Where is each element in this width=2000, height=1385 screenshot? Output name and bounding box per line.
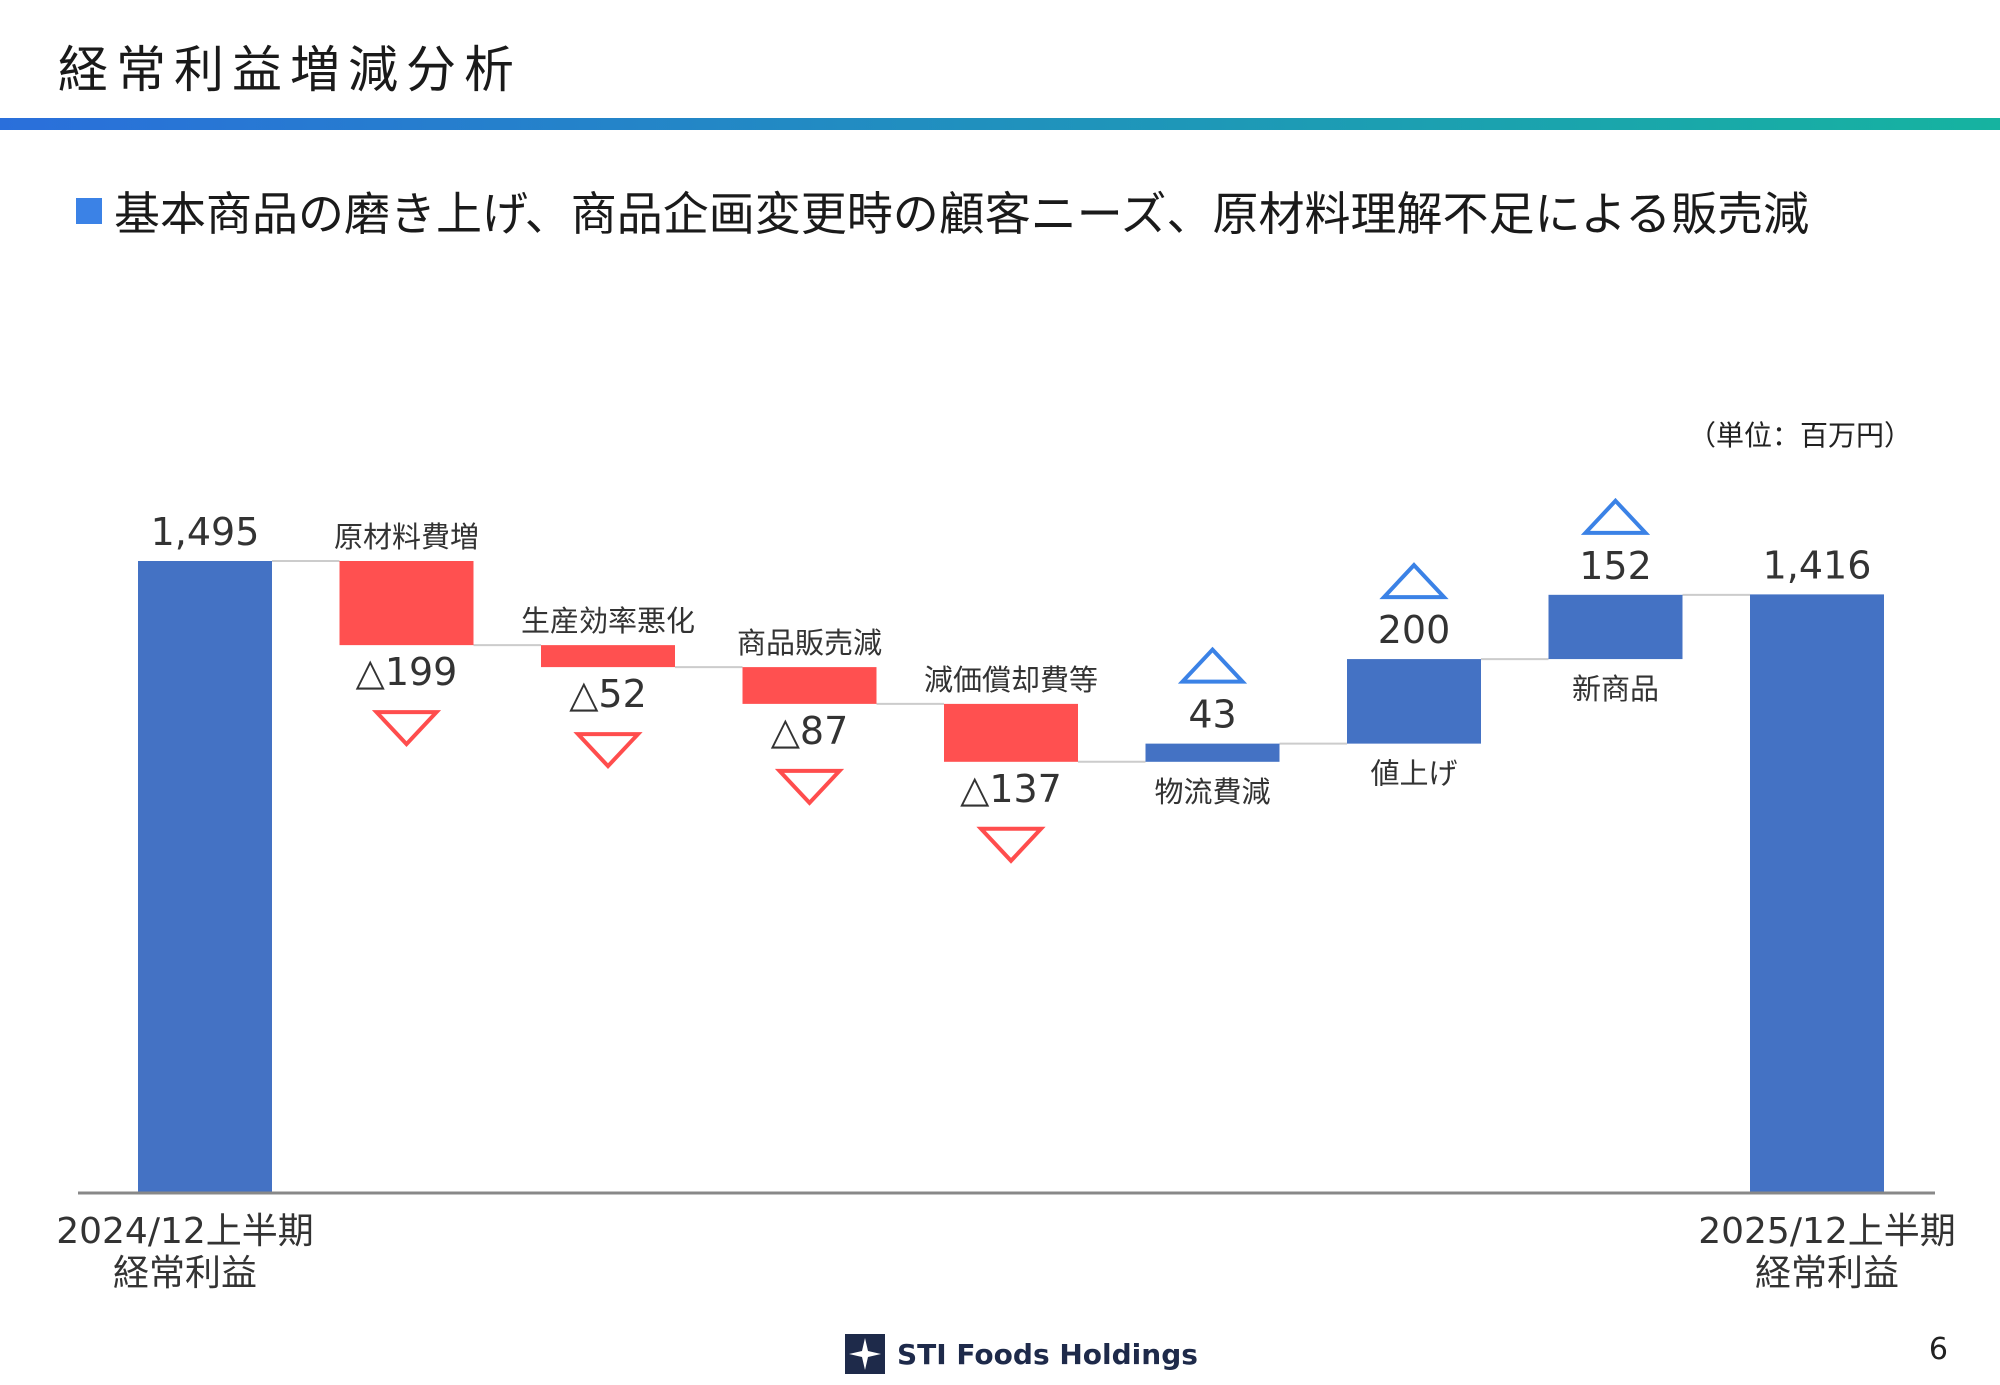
total-category-label: 経常利益: [1755, 1253, 1899, 1294]
decrease-value-label: △52: [569, 672, 647, 716]
decrease-value-label: △199: [356, 650, 458, 694]
down-arrow-icon: [573, 732, 643, 770]
star-logo-icon: [845, 1334, 885, 1374]
down-arrow-icon: [371, 710, 442, 748]
bullet-text: 基本商品の磨き上げ、商品企画変更時の顧客ニーズ、原材料理解不足による販売減: [114, 187, 1810, 241]
total-value-label: 1,416: [1763, 543, 1872, 587]
total-category-label: 2024/12上半期: [56, 1211, 314, 1252]
increase-bar: [1347, 659, 1481, 744]
decrease-category-label: 生産効率悪化: [521, 604, 695, 638]
decrease-value-label: △87: [771, 709, 849, 753]
increase-bar: [1548, 594, 1683, 660]
increase-value-label: 200: [1378, 608, 1451, 652]
total-bar: [1750, 594, 1884, 1193]
decrease-bar: [944, 703, 1078, 762]
total-category-label: 経常利益: [113, 1253, 257, 1294]
total-category-label: 2025/12上半期: [1698, 1211, 1956, 1252]
total-value-label: 1,495: [151, 510, 260, 554]
decrease-category-label: 商品販売減: [737, 626, 882, 660]
decrease-bar: [541, 645, 675, 668]
down-arrow-icon: [976, 826, 1046, 864]
increase-bar: [1145, 743, 1280, 762]
bullet-square-icon: [76, 198, 102, 224]
increase-value-label: 152: [1579, 544, 1652, 588]
unit-label: （単位：百万円）: [1687, 419, 1912, 452]
bullet-point: 基本商品の磨き上げ、商品企画変更時の顧客ニーズ、原材料理解不足による販売減: [76, 178, 1809, 244]
increase-category-label: 値上げ: [1370, 757, 1457, 791]
decrease-category-label: 原材料費増: [334, 520, 479, 554]
increase-category-label: 物流費減: [1154, 775, 1270, 809]
up-arrow-icon: [1379, 562, 1449, 600]
slide-title: 経常利益増減分析: [58, 41, 522, 99]
page-number: 6: [1928, 1332, 1948, 1367]
company-logo: STI Foods Holdings: [845, 1334, 1198, 1374]
title-rule: [0, 118, 2000, 130]
total-bar: [138, 561, 272, 1193]
down-arrow-icon: [774, 768, 845, 806]
decrease-value-label: △137: [960, 767, 1062, 811]
decrease-bar: [339, 561, 474, 646]
up-arrow-icon: [1177, 646, 1248, 684]
company-name: STI Foods Holdings: [897, 1337, 1198, 1371]
increase-value-label: 43: [1188, 693, 1236, 737]
decrease-bar: [742, 667, 877, 704]
decrease-category-label: 減価償却費等: [924, 663, 1098, 697]
increase-category-label: 新商品: [1572, 672, 1659, 706]
up-arrow-icon: [1580, 497, 1651, 535]
